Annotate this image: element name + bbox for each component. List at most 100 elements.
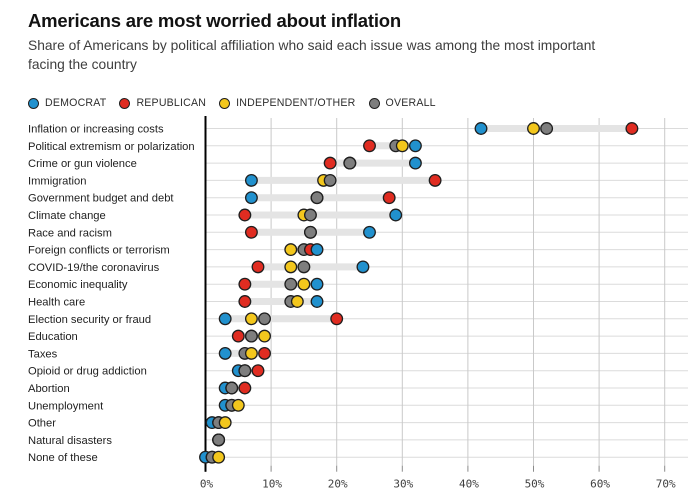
category-label: Crime or gun violence [28, 158, 137, 170]
category-label: Immigration [28, 175, 86, 187]
dot-republican [363, 139, 376, 153]
dot-republican [231, 329, 245, 343]
dot-overall [304, 208, 317, 222]
dot-republican [251, 364, 265, 378]
axis-tick-label: 70% [656, 478, 676, 491]
dot-democrat [474, 122, 488, 135]
dot-independent [231, 398, 245, 412]
legend-label: INDEPENDENT/OTHER [236, 97, 356, 109]
dot-overall [244, 329, 258, 343]
dot-democrat [244, 173, 258, 187]
category-label: Taxes [28, 348, 58, 360]
dot-overall [323, 173, 337, 187]
dot-democrat [244, 191, 258, 205]
legend-label: DEMOCRAT [45, 97, 107, 109]
dot-overall [310, 191, 324, 205]
range-bar [244, 298, 318, 305]
dot-republican [238, 381, 252, 395]
axis-tick-label: 0% [200, 478, 214, 491]
range-bar [330, 159, 416, 167]
axis-tick-label: 30% [393, 478, 413, 491]
axis-tick-label: 10% [262, 478, 282, 491]
independent-legend-dot-icon [219, 97, 231, 109]
dot-independent [297, 277, 311, 291]
dot-democrat [310, 243, 324, 257]
range-bar [251, 176, 436, 184]
dot-republican [238, 277, 252, 291]
dot-overall [238, 364, 252, 378]
dot-independent [212, 450, 226, 464]
dot-independent [244, 312, 258, 326]
category-label: Inflation or increasing costs [28, 124, 164, 136]
republican-legend-dot-icon [119, 97, 131, 109]
dot-democrat [310, 277, 324, 291]
category-label: Race and racism [28, 227, 112, 239]
dot-overall [284, 277, 298, 291]
dot-overall [225, 381, 239, 395]
dot-republican [428, 173, 442, 187]
category-label: Unemployment [28, 400, 104, 412]
overall-legend-dot-icon [368, 97, 380, 109]
dot-overall [304, 225, 317, 239]
category-label: Election security or fraud [28, 314, 151, 326]
range-bar [225, 315, 337, 323]
legend-item-democrat: DEMOCRAT [28, 97, 106, 109]
dot-democrat [218, 346, 232, 360]
dot-independent [244, 346, 258, 360]
legend-item-republican: REPUBLICAN [119, 97, 206, 109]
dot-republican [244, 225, 258, 239]
range-bar [257, 263, 363, 271]
dot-overall [540, 122, 554, 135]
dot-democrat [310, 295, 324, 308]
category-label: Climate change [28, 210, 106, 222]
category-label: None of these [28, 452, 98, 464]
category-label: Abortion [28, 383, 70, 395]
dot-independent [395, 139, 409, 153]
chart-subtitle: Share of Americans by political affiliat… [28, 38, 596, 73]
axis-tick-label: 60% [590, 478, 610, 491]
category-label: Government budget and debt [28, 193, 174, 205]
legend-label: REPUBLICAN [136, 97, 207, 109]
category-label: Other [28, 418, 56, 430]
dot-republican [382, 191, 396, 205]
category-label: Education [28, 331, 78, 343]
legend: DEMOCRAT REPUBLICAN INDEPENDENT/OTHER OVERA… [28, 97, 436, 109]
dot-independent [284, 260, 298, 274]
dot-independent [290, 295, 304, 308]
dot-plot: 0% 10% 20% 30% 40% 50% 60% 70% Inflation or incr… [0, 113, 700, 503]
category-label: Foreign conflicts or terrorism [28, 245, 170, 257]
dot-republican [330, 312, 344, 326]
dot-republican [258, 346, 271, 360]
axis-tick-label: 20% [328, 478, 348, 491]
category-label: Opioid or drug addiction [28, 366, 147, 378]
dot-republican [238, 295, 252, 308]
plot-svg: 0% 10% 20% 30% 40% 50% 60% 70% Inflation or incr… [28, 116, 688, 491]
dot-independent [527, 122, 540, 135]
dot-democrat [408, 156, 422, 170]
dot-democrat [218, 312, 232, 326]
dot-republican [238, 208, 252, 222]
dot-republican [625, 122, 639, 135]
category-label: Economic inequality [28, 279, 128, 291]
range-bar [244, 211, 396, 219]
category-label: Political extremism or polarization [28, 141, 195, 153]
democrat-legend-dot-icon [28, 97, 39, 109]
dot-independent [218, 416, 232, 430]
dot-democrat [408, 139, 422, 153]
legend-item-overall: OVERALL [368, 97, 436, 109]
dot-independent [284, 243, 298, 257]
dot-democrat [363, 225, 376, 239]
dot-overall [258, 312, 271, 326]
category-label: Health care [28, 297, 85, 309]
range-bar [481, 125, 632, 132]
dot-independent [258, 329, 271, 343]
dot-overall [297, 260, 311, 274]
axis-tick-label: 40% [459, 478, 479, 491]
dot-republican [323, 156, 337, 170]
legend-label: OVERALL [385, 97, 436, 109]
dot-democrat [389, 208, 403, 222]
category-label: Natural disasters [28, 435, 112, 447]
axis-tick-label: 50% [525, 478, 545, 491]
dot-overall [343, 156, 357, 170]
